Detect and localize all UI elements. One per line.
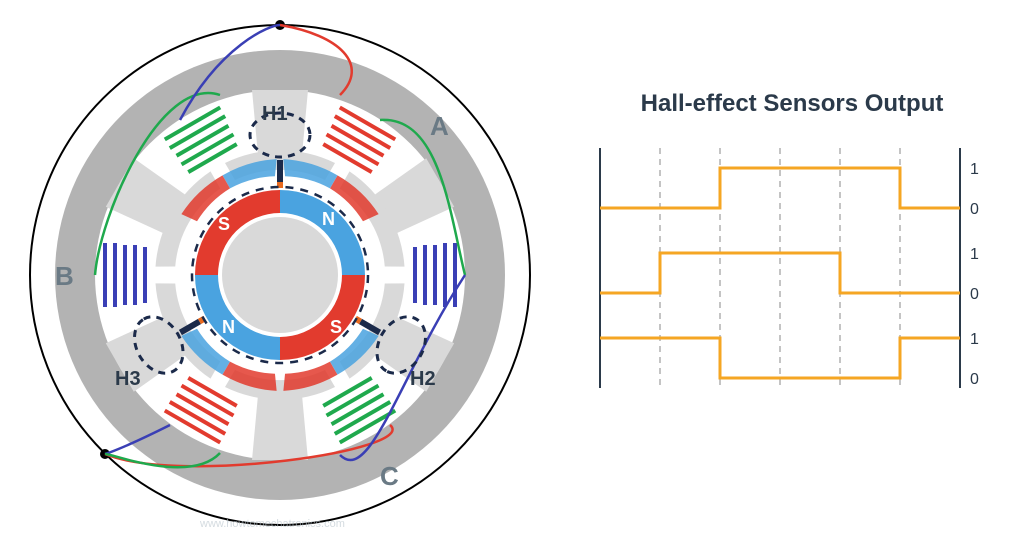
chart-title: Hall-effect Sensors Output [560,90,1024,118]
pole-n-label: N [322,209,335,229]
phase-b-label: B [55,261,74,291]
phase-a-label: A [430,111,449,141]
hall-timing-chart: H110H210H310 [590,148,990,428]
bldc-motor-diagram: N S N S [0,0,560,550]
hall-h1-label: H1 [262,103,288,125]
svg-text:1: 1 [970,246,979,263]
svg-text:1: 1 [970,161,979,178]
svg-text:0: 0 [970,286,979,303]
pole-n-label-2: N [222,317,235,337]
motor-svg: N S N S [0,0,560,550]
phase-c-label: C [380,461,399,491]
hall-timing-panel: Hall-effect Sensors Output H110H210H310 [560,0,1024,550]
svg-text:0: 0 [970,201,979,218]
svg-text:1: 1 [970,331,979,348]
watermark-text: www.howtomechatronics.com [200,518,345,530]
hall-h3-label: H3 [115,368,141,390]
rotor-shaft [222,217,338,333]
hall-h2-label: H2 [410,368,436,390]
pole-s-label: S [330,317,342,337]
pole-s-label-2: S [218,214,230,234]
svg-text:0: 0 [970,371,979,388]
